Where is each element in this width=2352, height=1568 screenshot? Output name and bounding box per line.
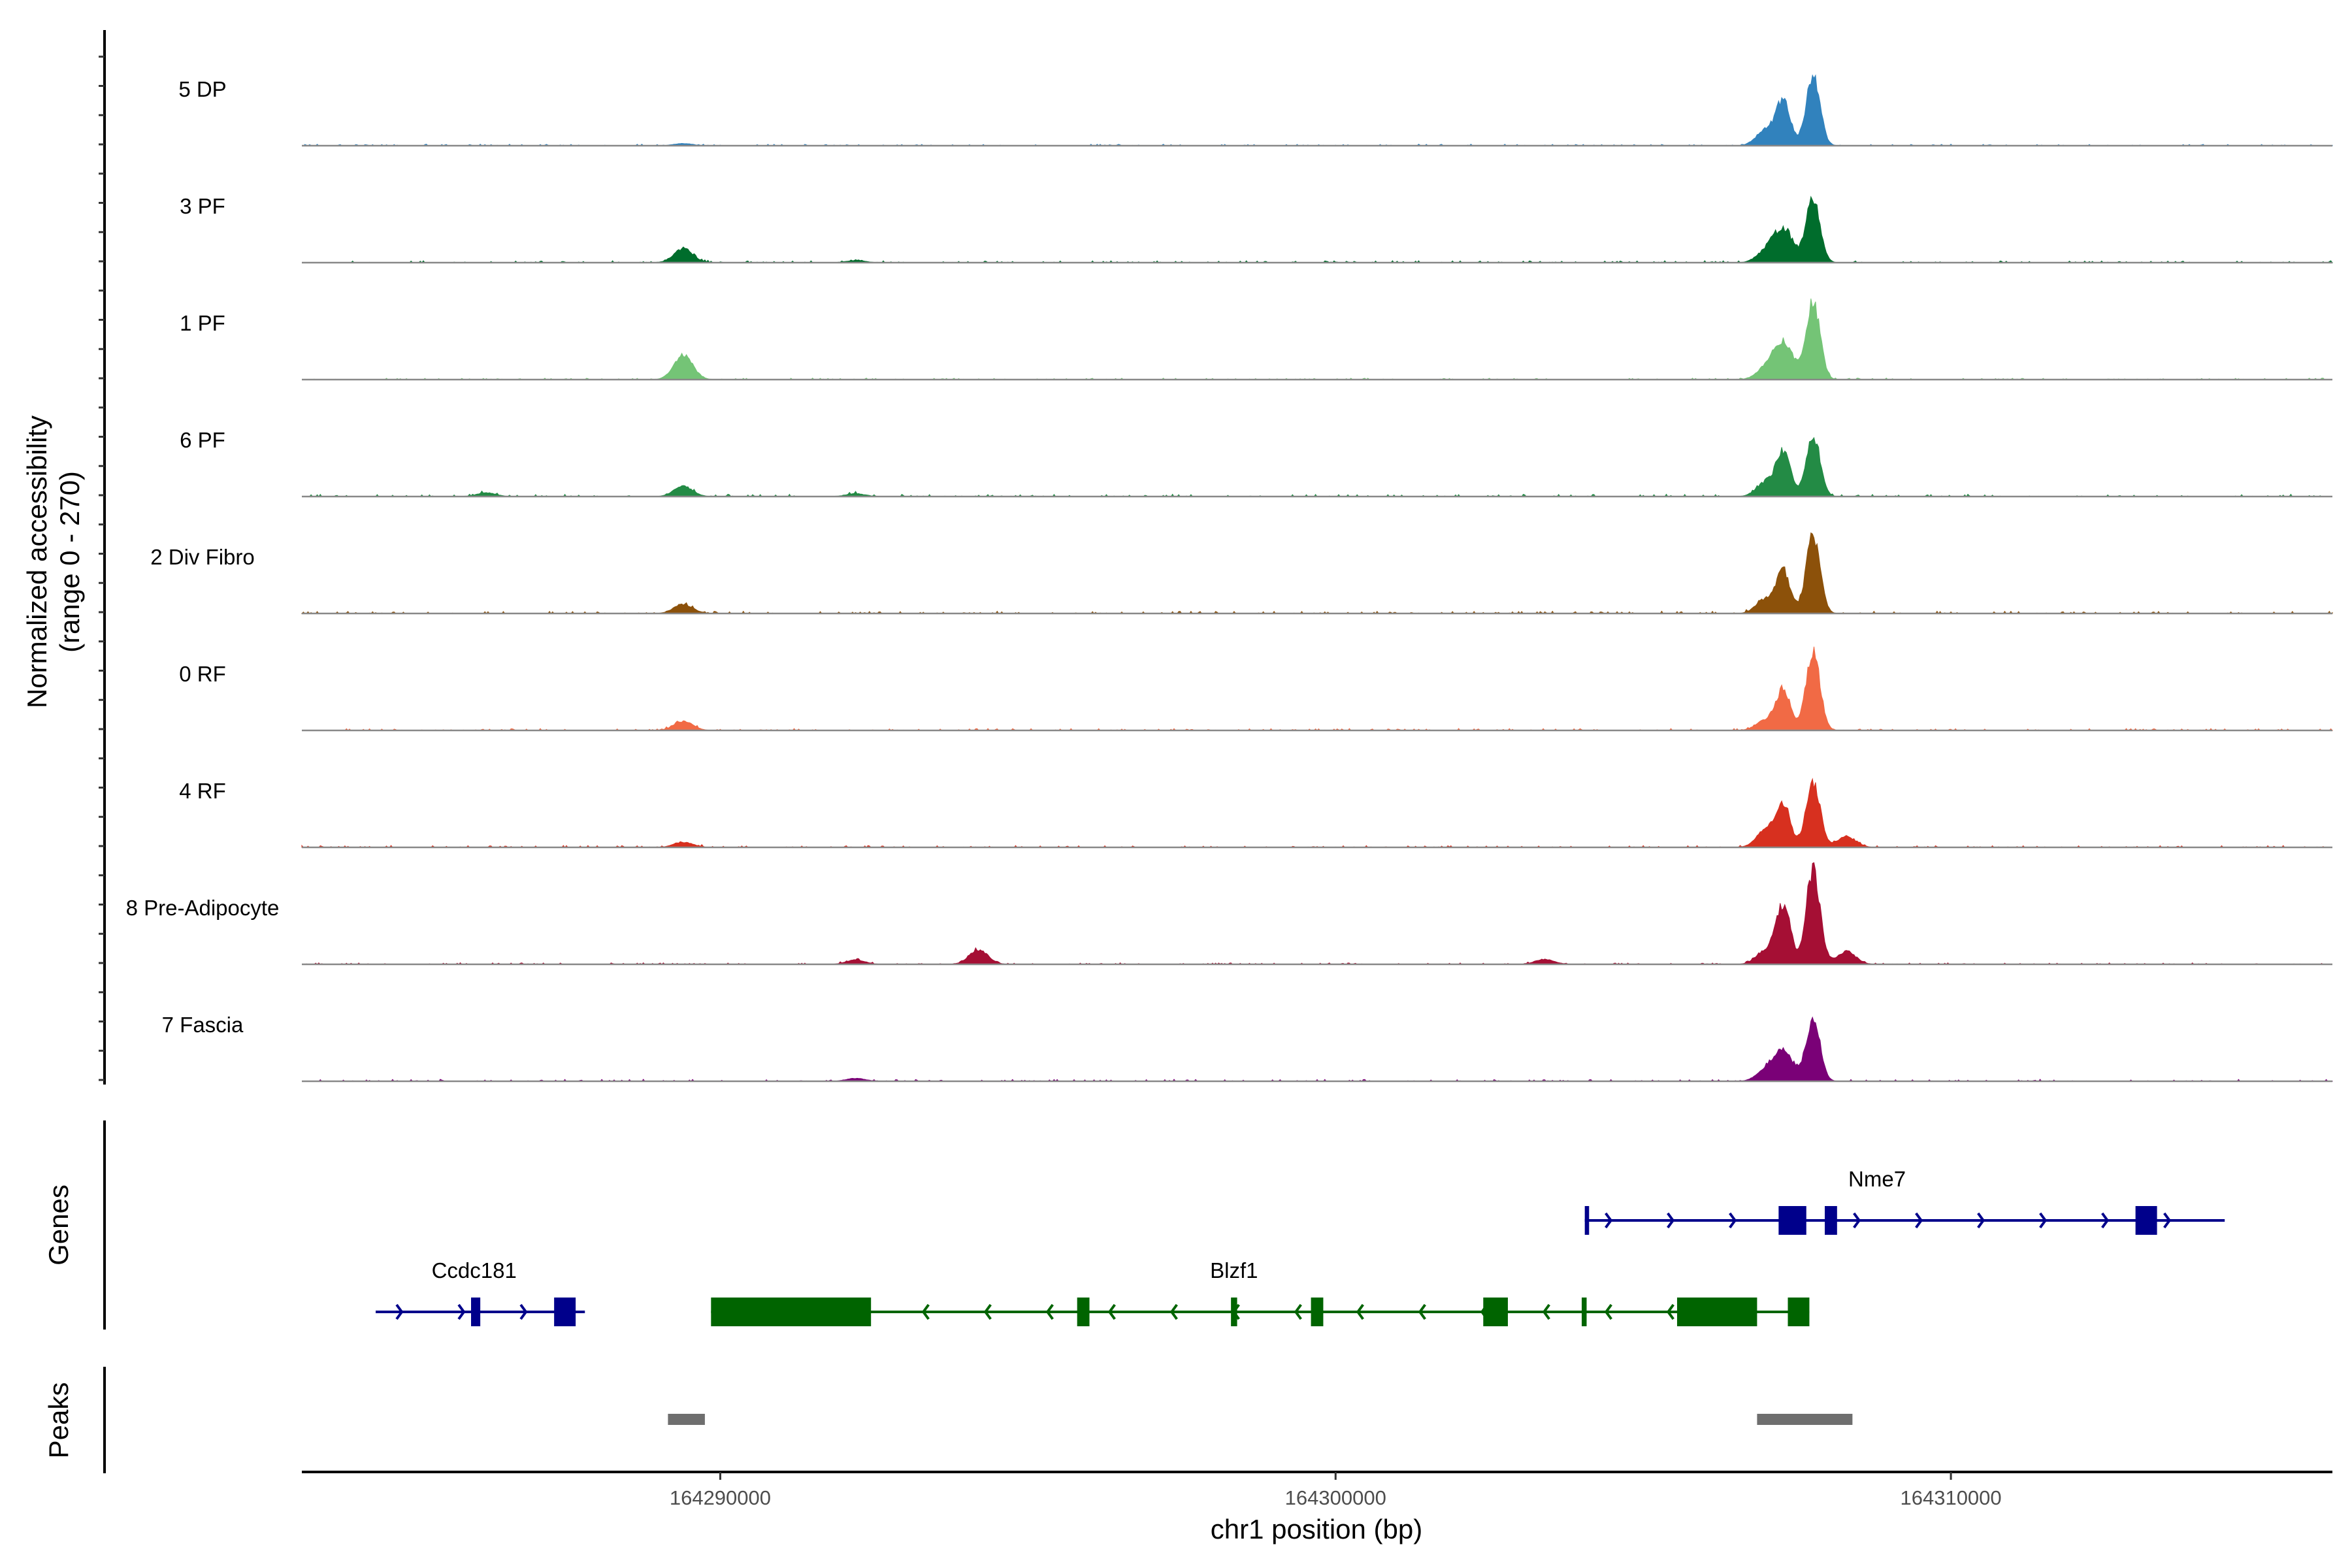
y-axis-title-line2: (range 0 - 270) bbox=[54, 471, 85, 653]
x-axis-title: chr1 position (bp) bbox=[1211, 1514, 1423, 1544]
track-label: 6 PF bbox=[180, 428, 225, 452]
gene-nme7: Nme7 bbox=[1584, 1167, 2225, 1235]
track-0-rf: 0 RF bbox=[179, 646, 2334, 732]
strand-arrow bbox=[1294, 1303, 1302, 1320]
track-7-fascia: 7 Fascia bbox=[162, 1013, 2333, 1083]
coverage-area bbox=[302, 1016, 2333, 1082]
strand-arrow bbox=[1853, 1212, 1861, 1229]
track-label: 4 RF bbox=[179, 779, 226, 803]
x-tick-label: 164310000 bbox=[1900, 1486, 2001, 1509]
coverage-area bbox=[301, 532, 2333, 614]
coverage-area bbox=[302, 436, 2332, 497]
peak-region bbox=[1757, 1414, 1853, 1425]
strand-arrow bbox=[395, 1303, 404, 1320]
track-4-rf: 4 RF bbox=[179, 777, 2332, 849]
exon bbox=[2135, 1206, 2157, 1235]
strand-arrow bbox=[983, 1303, 992, 1320]
exon bbox=[1077, 1298, 1090, 1326]
strand-arrow bbox=[2039, 1212, 2048, 1229]
track-label: 7 Fascia bbox=[162, 1013, 244, 1037]
exon bbox=[471, 1298, 481, 1326]
genes-panel-title: Genes bbox=[43, 1184, 74, 1266]
coverage-area bbox=[302, 298, 2332, 380]
track-label: 1 PF bbox=[180, 311, 225, 335]
strand-arrow bbox=[1542, 1303, 1550, 1320]
exon bbox=[554, 1298, 576, 1326]
strand-arrow bbox=[1418, 1303, 1426, 1320]
x-axis-ticks: 164290000 164300000 164310000 bbox=[670, 1472, 2002, 1509]
track-8-pre-adipocyte: 8 Pre-Adipocyte bbox=[126, 862, 2332, 966]
track-label: 8 Pre-Adipocyte bbox=[126, 896, 280, 920]
strand-arrow bbox=[1604, 1303, 1612, 1320]
coverage-area bbox=[302, 862, 2332, 965]
track-5-dp: 5 DP bbox=[178, 74, 2333, 147]
x-tick-label: 164290000 bbox=[670, 1486, 771, 1509]
gene-name: Nme7 bbox=[1848, 1167, 1906, 1191]
exon bbox=[1231, 1298, 1237, 1326]
exon bbox=[1483, 1298, 1508, 1326]
coverage-area bbox=[302, 74, 2333, 146]
strand-arrow bbox=[457, 1303, 466, 1320]
gene-annotation-track: Nme7 Ccdc181 Blzf1 bbox=[376, 1167, 2225, 1326]
track-1-pf: 1 PF bbox=[180, 298, 2332, 381]
peak-regions-track bbox=[668, 1414, 1853, 1425]
track-label: 3 PF bbox=[180, 194, 225, 218]
strand-arrow bbox=[1169, 1303, 1178, 1320]
strand-arrow bbox=[1107, 1303, 1116, 1320]
y-axis-title-line1: Normalized accessibility bbox=[22, 416, 52, 708]
track-6-pf: 6 PF bbox=[180, 428, 2332, 498]
strand-arrow bbox=[2101, 1212, 2110, 1229]
gene-blzf1: Blzf1 bbox=[711, 1258, 1810, 1326]
strand-arrow bbox=[1915, 1212, 1923, 1229]
track-2-div-fibro: 2 Div Fibro bbox=[150, 532, 2333, 615]
peak-region bbox=[668, 1414, 705, 1425]
exon bbox=[711, 1298, 872, 1326]
track-label: 2 Div Fibro bbox=[150, 545, 255, 569]
exon bbox=[1825, 1206, 1837, 1235]
track-3-pf: 3 PF bbox=[180, 194, 2334, 264]
strand-arrow bbox=[519, 1303, 528, 1320]
coverage-area bbox=[301, 777, 2332, 848]
accessibility-y-axis bbox=[99, 30, 106, 1085]
exon bbox=[1676, 1298, 1757, 1326]
gene-name: Ccdc181 bbox=[432, 1258, 517, 1282]
accessibility-tracks: 5 DP 3 PF 1 PF 6 PF 2 Div Fibro 0 RF 4 RF 8 Pre… bbox=[126, 74, 2334, 1083]
coverage-area bbox=[302, 646, 2334, 731]
exon bbox=[1778, 1206, 1806, 1235]
strand-arrow bbox=[1977, 1212, 1985, 1229]
track-label: 0 RF bbox=[179, 662, 226, 686]
strand-arrow bbox=[1666, 1303, 1674, 1320]
peaks-panel-title: Peaks bbox=[43, 1382, 74, 1459]
exon bbox=[1584, 1206, 1590, 1235]
exon bbox=[1311, 1298, 1324, 1326]
gene-ccdc181: Ccdc181 bbox=[376, 1258, 585, 1326]
exon bbox=[1581, 1298, 1587, 1326]
strand-arrow bbox=[921, 1303, 930, 1320]
exon bbox=[1788, 1298, 1810, 1326]
strand-arrow bbox=[1356, 1303, 1364, 1320]
strand-arrow bbox=[1667, 1212, 1675, 1229]
strand-arrow bbox=[1605, 1212, 1613, 1229]
strand-arrow bbox=[1729, 1212, 1737, 1229]
coverage-area bbox=[302, 195, 2334, 263]
strand-arrow bbox=[1045, 1303, 1054, 1320]
strand-arrow bbox=[2163, 1212, 2172, 1229]
x-tick-label: 164300000 bbox=[1285, 1486, 1386, 1509]
gene-name: Blzf1 bbox=[1210, 1258, 1258, 1282]
track-label: 5 DP bbox=[178, 77, 226, 101]
